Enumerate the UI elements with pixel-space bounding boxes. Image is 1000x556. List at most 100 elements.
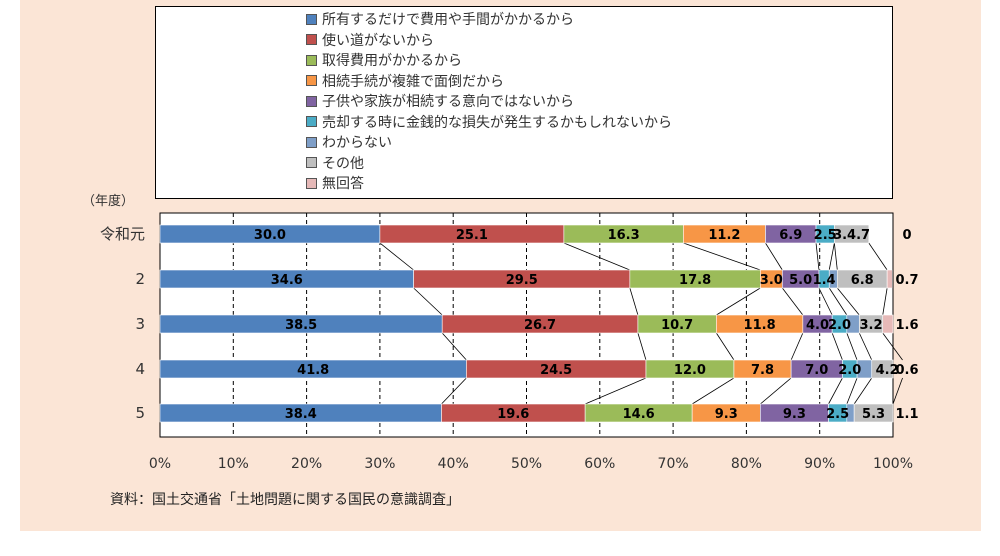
data-label: 3.0 bbox=[760, 273, 783, 288]
x-tick-label: 100% bbox=[873, 456, 913, 472]
bar-segment bbox=[871, 359, 894, 379]
data-label: 14.6 bbox=[623, 407, 655, 422]
legend-item: 無回答 bbox=[306, 173, 364, 193]
category-label: 3 bbox=[135, 315, 145, 333]
data-label: 29.5 bbox=[506, 273, 538, 288]
connector-line bbox=[765, 242, 783, 271]
x-tick-label: 0% bbox=[149, 456, 171, 472]
connector-line bbox=[846, 332, 858, 361]
connector-line bbox=[716, 332, 735, 361]
data-label: 9.3 bbox=[783, 407, 806, 422]
connector-line bbox=[853, 377, 873, 405]
connector-line bbox=[637, 332, 647, 361]
legend-swatch bbox=[306, 136, 317, 148]
legend-item: 売却する時に金銭的な損失が発生するかもしれないから bbox=[306, 112, 672, 132]
connector-line bbox=[379, 242, 414, 271]
x-tick-label: 90% bbox=[804, 456, 835, 472]
category-label: 4 bbox=[135, 360, 145, 378]
x-tick-label: 20% bbox=[291, 456, 322, 472]
data-label: 12.0 bbox=[674, 363, 706, 378]
data-label: 2.0 bbox=[828, 318, 851, 333]
x-tick-label: 10% bbox=[218, 456, 249, 472]
connector-line bbox=[868, 242, 888, 271]
legend-swatch bbox=[306, 95, 317, 107]
data-label: 1.1 bbox=[895, 407, 918, 422]
data-label: 5.3 bbox=[862, 407, 885, 422]
data-label: 6.9 bbox=[779, 228, 802, 243]
legend-label: 子供や家族が相続する意向ではないから bbox=[322, 94, 574, 110]
data-label: 17.8 bbox=[679, 273, 711, 288]
legend-swatch bbox=[306, 177, 317, 189]
data-label: 11.2 bbox=[708, 228, 740, 243]
legend-label: 取得費用がかかるから bbox=[322, 53, 462, 69]
legend-label: その他 bbox=[322, 155, 364, 172]
connector-line bbox=[858, 332, 873, 361]
connector-line bbox=[413, 287, 443, 316]
connector-line bbox=[563, 242, 631, 271]
data-label: 1.6 bbox=[895, 318, 918, 333]
connector-line bbox=[833, 242, 838, 271]
data-label: 24.5 bbox=[540, 363, 572, 378]
connector-line bbox=[818, 287, 833, 316]
bar-segment bbox=[853, 403, 894, 423]
legend-item: 所有するだけで費用や手間がかかるから bbox=[306, 9, 574, 29]
data-label: 3.2 bbox=[859, 318, 882, 333]
connector-line bbox=[441, 332, 467, 361]
legend-swatch bbox=[306, 13, 317, 25]
connector-line bbox=[790, 332, 804, 361]
source-note: 資料：国土交通省「土地問題に関する国民の意識調査」 bbox=[110, 492, 460, 508]
legend-swatch bbox=[306, 75, 317, 86]
y-axis-title: （年度） bbox=[82, 193, 134, 209]
data-label: 30.0 bbox=[254, 228, 286, 243]
bar-segment bbox=[882, 314, 894, 334]
connector-line bbox=[892, 377, 903, 405]
data-label: 9.3 bbox=[715, 407, 738, 422]
x-tick-label: 60% bbox=[584, 456, 615, 472]
x-tick-label: 70% bbox=[658, 456, 689, 472]
data-label: 34.6 bbox=[271, 273, 303, 288]
legend-swatch bbox=[306, 54, 317, 66]
category-label: 2 bbox=[135, 270, 145, 288]
data-label: 0 bbox=[902, 228, 911, 243]
connector-line bbox=[882, 332, 903, 361]
data-label: 4.2 bbox=[876, 363, 899, 378]
connector-line bbox=[441, 377, 467, 405]
data-label: 4.0 bbox=[806, 318, 829, 333]
connector-line bbox=[716, 287, 761, 316]
connector-line bbox=[815, 242, 820, 271]
chart-legend: 所有するだけで費用や手間がかかるから使い道がないから取得費用がかかるから相続手続… bbox=[155, 6, 893, 199]
legend-swatch bbox=[306, 116, 317, 127]
connector-line bbox=[828, 242, 835, 271]
data-label: 0.6 bbox=[895, 363, 918, 378]
data-label: 6.8 bbox=[851, 273, 874, 288]
data-label: 38.4 bbox=[285, 407, 317, 422]
connector-line bbox=[828, 287, 848, 316]
data-label: 2.5 bbox=[814, 228, 837, 243]
legend-swatch bbox=[306, 157, 317, 168]
legend-label: 相続手続が複雑で面倒だから bbox=[322, 73, 504, 90]
category-label: 令和元 bbox=[100, 225, 145, 243]
legend-label: わからない bbox=[322, 135, 392, 151]
data-label: 0.7 bbox=[895, 273, 918, 288]
data-label: 1.4 bbox=[813, 273, 836, 288]
data-label: 2.0 bbox=[838, 363, 861, 378]
connector-line bbox=[584, 377, 647, 405]
data-label: 11.8 bbox=[744, 318, 776, 333]
legend-item: その他 bbox=[306, 153, 364, 173]
data-label: 26.7 bbox=[524, 318, 556, 333]
connector-line bbox=[846, 377, 858, 405]
data-label: 41.8 bbox=[297, 363, 329, 378]
connector-line bbox=[683, 242, 761, 271]
connector-line bbox=[831, 332, 843, 361]
legend-label: 使い道がないから bbox=[322, 32, 434, 49]
x-tick-label: 30% bbox=[364, 456, 395, 472]
bar-segment bbox=[834, 224, 870, 244]
connector-line bbox=[629, 287, 639, 316]
legend-item: 取得費用がかかるから bbox=[306, 50, 462, 70]
connector-line bbox=[836, 287, 860, 316]
legend-item: 子供や家族が相続する意向ではないから bbox=[306, 91, 574, 111]
connector-line bbox=[882, 287, 888, 316]
legend-item: 相続手続が複雑で面倒だから bbox=[306, 71, 504, 91]
connector-line bbox=[760, 377, 792, 405]
